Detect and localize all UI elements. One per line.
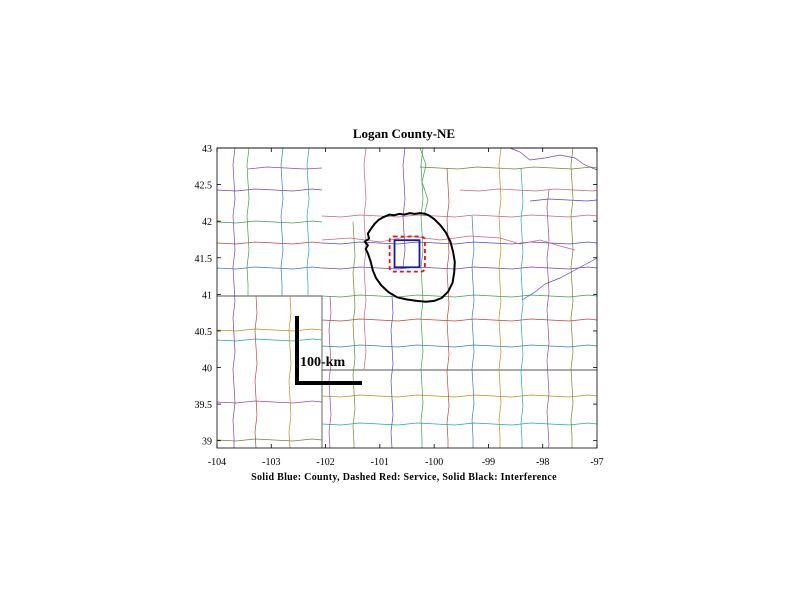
x-tick-label: -97 [590, 457, 603, 468]
x-tick-label: -100 [425, 457, 443, 468]
y-tick-label: 42.5 [195, 181, 213, 192]
county-boundary-line [216, 266, 323, 270]
county-boundary-line [246, 147, 250, 296]
county-boundary-line [420, 147, 424, 448]
county-boundary-line [280, 147, 284, 296]
map-title: Logan County-NE [353, 126, 455, 141]
county-boundary-line [546, 189, 550, 449]
x-tick-label: -99 [482, 457, 495, 468]
county-boundary-line [254, 295, 258, 449]
y-tick-label: 39.5 [195, 400, 213, 411]
county-boundary-line [321, 294, 598, 298]
county-boundary-line [520, 167, 524, 448]
county-boundary-line [446, 167, 450, 448]
county-boundary-line [419, 147, 429, 217]
county-boundary-line [321, 318, 598, 322]
county-outline [393, 239, 421, 269]
x-tick-label: -101 [371, 457, 389, 468]
county-boundary-line [321, 235, 576, 251]
plot-frame [216, 147, 598, 449]
x-axis: -104 -103 -102 -101 -100 -99 -98 -97 [208, 148, 604, 468]
county-boundary-line [471, 215, 475, 448]
x-tick-label: -103 [262, 457, 280, 468]
county-boundary-line [216, 438, 323, 442]
county-boundary-line [570, 147, 574, 448]
county-boundary-line [216, 338, 323, 342]
county-boundary-line [390, 295, 394, 449]
county-boundary-line [419, 166, 598, 170]
map-caption: Solid Blue: County, Dashed Red: Service,… [251, 472, 557, 483]
county-boundary-line [321, 241, 598, 245]
x-tick-label: -102 [316, 457, 334, 468]
county-boundary-line [216, 400, 323, 404]
interference-contour [363, 212, 456, 303]
county-boundary-line [459, 188, 598, 192]
x-tick-label: -104 [208, 457, 226, 468]
y-axis: 39 39.5 40 40.5 41 41.5 42 42.5 43 [195, 144, 597, 448]
county-boundary-line [216, 328, 323, 332]
county-boundary-line [328, 295, 332, 449]
county-boundary-line [509, 147, 598, 171]
y-tick-label: 40.5 [195, 327, 213, 338]
service-area-outline [388, 235, 426, 273]
county-boundary-line [529, 198, 598, 202]
coverage-overlays [363, 212, 456, 303]
scale-bar: 100-km [295, 316, 362, 385]
county-boundaries [216, 147, 598, 449]
y-tick-label: 43 [202, 144, 212, 155]
county-boundary-line [216, 220, 323, 224]
y-tick-label: 42 [202, 217, 212, 228]
county-boundary-line [321, 266, 598, 270]
x-tick-label: -98 [536, 457, 549, 468]
county-boundary-line [321, 214, 598, 218]
county-boundary-line [232, 147, 236, 448]
county-boundary-line [321, 394, 598, 398]
county-boundary-line [498, 147, 502, 448]
county-boundary-line [363, 147, 367, 371]
county-boundary-line [216, 188, 323, 192]
county-boundary-line [288, 295, 292, 449]
county-boundary-line [521, 257, 598, 301]
county-boundary-line [216, 241, 323, 245]
y-tick-label: 41.5 [195, 254, 213, 265]
y-tick-label: 39 [202, 437, 212, 448]
county-boundary-line [321, 422, 598, 426]
county-boundary-line [402, 147, 406, 269]
county-boundary-line [321, 344, 598, 348]
y-tick-label: 40 [202, 364, 212, 375]
county-boundary-line [247, 166, 323, 170]
scale-bar-label: 100-km [300, 355, 345, 370]
county-boundary-line [306, 147, 310, 296]
y-tick-label: 41 [202, 290, 212, 301]
county-boundary-line [352, 221, 356, 448]
